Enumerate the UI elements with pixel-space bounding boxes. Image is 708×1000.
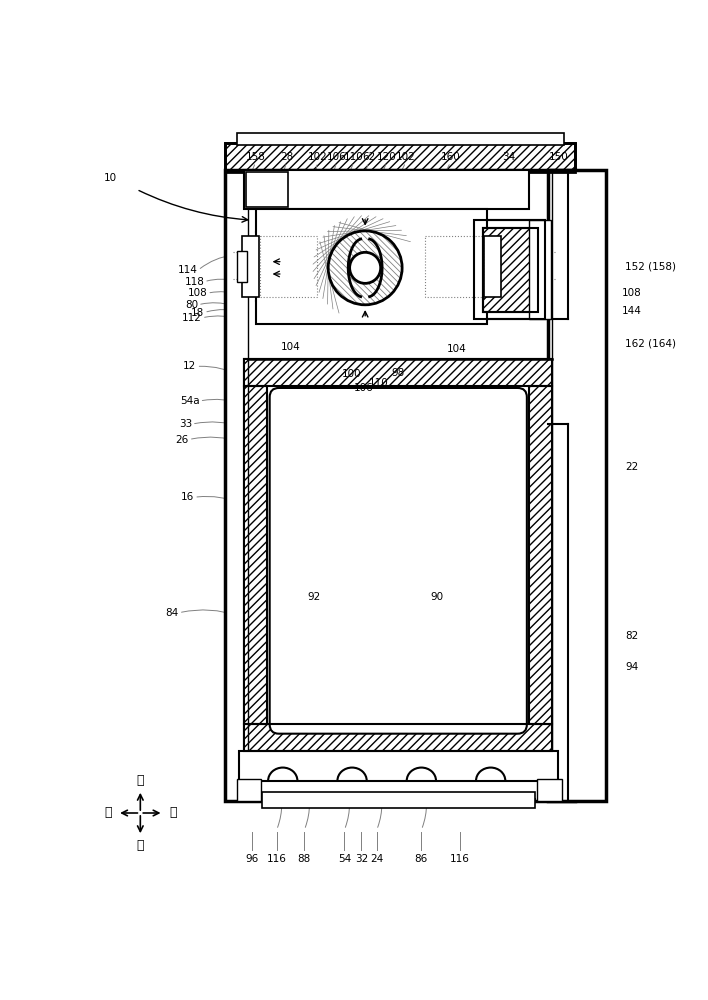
Text: 160: 160: [441, 152, 460, 162]
Text: 80: 80: [185, 300, 198, 310]
Text: 120: 120: [377, 152, 396, 162]
Bar: [244, 724, 552, 751]
Text: 114: 114: [178, 265, 198, 275]
Text: 158: 158: [246, 152, 266, 162]
Text: 84: 84: [166, 608, 179, 618]
Text: 108: 108: [188, 288, 207, 298]
Bar: [244, 359, 552, 751]
Text: 28: 28: [280, 152, 293, 162]
Text: 152 (158): 152 (158): [625, 261, 676, 271]
Text: 18: 18: [191, 308, 204, 318]
Bar: [474, 220, 544, 319]
Bar: [426, 235, 483, 297]
Text: 下: 下: [169, 806, 176, 820]
Text: 前: 前: [137, 839, 144, 852]
Bar: [529, 386, 552, 724]
Text: 右: 右: [137, 774, 144, 787]
Text: 150: 150: [549, 152, 569, 162]
Bar: [484, 235, 501, 297]
Bar: [549, 170, 606, 801]
Text: 106: 106: [354, 383, 374, 393]
Bar: [236, 133, 564, 145]
Bar: [549, 170, 606, 801]
Circle shape: [350, 252, 381, 283]
Text: 94: 94: [625, 662, 639, 672]
Text: 104: 104: [280, 342, 300, 352]
Text: 12: 12: [183, 361, 197, 371]
Text: 90: 90: [430, 592, 443, 602]
Text: 33: 33: [178, 419, 192, 429]
Bar: [237, 251, 246, 282]
Text: 116: 116: [267, 854, 287, 864]
Bar: [262, 792, 535, 808]
Bar: [483, 228, 538, 312]
FancyBboxPatch shape: [270, 388, 527, 734]
Bar: [529, 220, 551, 319]
Text: 98: 98: [392, 368, 405, 378]
Bar: [236, 779, 261, 801]
Bar: [537, 779, 561, 801]
Text: 92: 92: [307, 592, 320, 602]
Bar: [225, 170, 576, 801]
Text: 102: 102: [307, 152, 327, 162]
Text: 54: 54: [338, 854, 351, 864]
Text: 144: 144: [622, 306, 641, 316]
Text: 26: 26: [176, 435, 189, 445]
Bar: [246, 172, 288, 207]
Bar: [244, 724, 552, 751]
Text: 22: 22: [625, 462, 639, 472]
Text: 116: 116: [450, 854, 470, 864]
Bar: [552, 170, 576, 801]
Bar: [483, 228, 538, 312]
Text: 54a: 54a: [180, 396, 200, 406]
Bar: [260, 235, 317, 297]
Text: 96: 96: [246, 854, 258, 864]
Bar: [244, 386, 268, 724]
Bar: [256, 209, 487, 324]
Text: 86: 86: [415, 854, 428, 864]
Text: 162 (164): 162 (164): [625, 338, 676, 348]
Text: 10: 10: [104, 173, 118, 183]
Bar: [246, 172, 288, 207]
Text: 24: 24: [370, 854, 383, 864]
Text: 112: 112: [182, 313, 202, 323]
Text: 100: 100: [342, 369, 362, 379]
Text: 32: 32: [355, 854, 368, 864]
Bar: [225, 170, 248, 801]
Bar: [529, 386, 552, 724]
Text: 34: 34: [502, 152, 515, 162]
Text: 102: 102: [396, 152, 416, 162]
Text: 108: 108: [622, 288, 641, 298]
Bar: [244, 386, 268, 724]
Bar: [242, 235, 259, 297]
Bar: [241, 754, 556, 778]
Text: 104: 104: [447, 344, 467, 354]
Bar: [225, 143, 576, 172]
Bar: [244, 359, 552, 386]
Text: 82: 82: [625, 631, 639, 641]
Bar: [225, 143, 576, 172]
Bar: [474, 220, 544, 319]
Text: 106: 106: [327, 152, 346, 162]
Text: 16: 16: [181, 492, 194, 502]
Bar: [244, 170, 529, 209]
Text: 62: 62: [362, 152, 376, 162]
Circle shape: [329, 231, 402, 305]
Bar: [244, 359, 552, 386]
Text: 110: 110: [344, 152, 363, 162]
Bar: [239, 751, 559, 781]
Text: 88: 88: [297, 854, 311, 864]
Text: 118: 118: [184, 277, 204, 287]
Text: 110: 110: [369, 378, 389, 388]
Text: 上: 上: [104, 806, 112, 820]
